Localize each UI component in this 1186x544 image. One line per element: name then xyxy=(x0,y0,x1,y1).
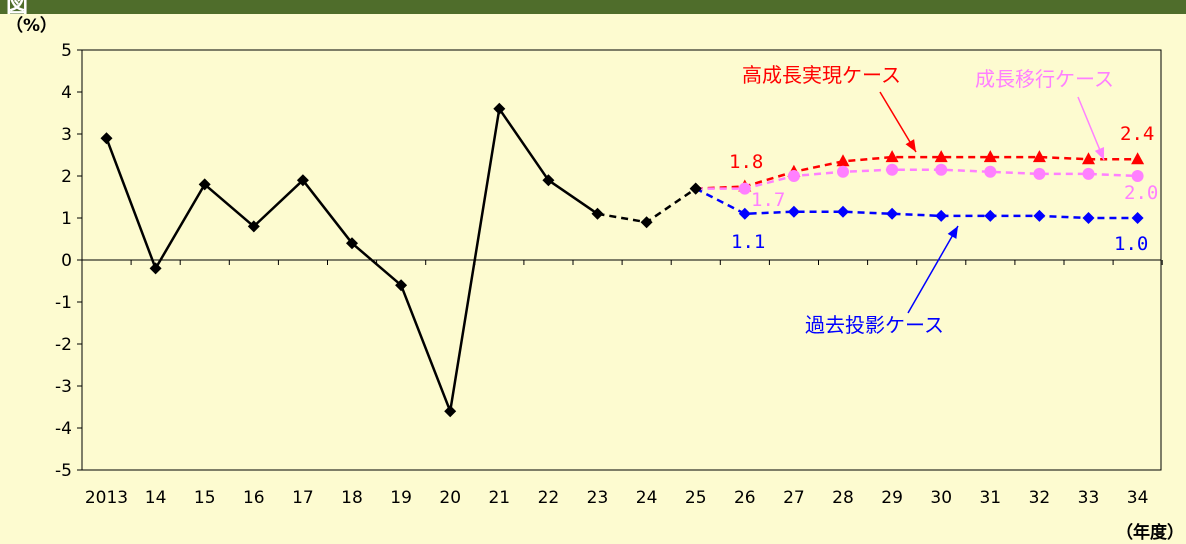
x-tick-label: 24 xyxy=(636,488,658,508)
y-unit-label: （%） xyxy=(6,15,57,36)
x-tick-label: 2013 xyxy=(85,488,128,508)
y-tick-label: 3 xyxy=(61,125,72,145)
diamond-marker xyxy=(591,207,604,220)
diamond-marker xyxy=(886,207,899,220)
x-tick-label: 33 xyxy=(1078,488,1100,508)
x-axis-label: （年度） xyxy=(1116,522,1184,543)
data-label: 1.7 xyxy=(751,189,785,211)
x-tick-label: 14 xyxy=(145,488,167,508)
annotation-label: 高成長実現ケース xyxy=(742,63,901,87)
triangle-marker xyxy=(1131,152,1145,165)
title-text: 図 xyxy=(6,0,29,14)
series-layer xyxy=(100,102,1145,418)
x-tick-label: 22 xyxy=(538,488,560,508)
x-tick-label: 16 xyxy=(243,488,265,508)
triangle-marker xyxy=(1032,150,1046,163)
y-tick-label: 1 xyxy=(61,209,72,229)
data-label: 1.0 xyxy=(1114,233,1148,255)
arrow-head xyxy=(1094,147,1105,160)
x-tick-label: 20 xyxy=(439,488,461,508)
triangle-marker xyxy=(836,154,850,167)
circle-marker xyxy=(935,163,948,176)
series-line xyxy=(695,187,1138,220)
y-tick-label: -3 xyxy=(55,377,72,397)
x-tick-label: 29 xyxy=(881,488,903,508)
y-tick-label: 4 xyxy=(61,83,72,103)
x-tick-label: 27 xyxy=(783,488,805,508)
diamond-marker xyxy=(247,220,260,233)
x-tick-label: 32 xyxy=(1029,488,1051,508)
circle-marker xyxy=(886,163,899,176)
y-tick-label: 0 xyxy=(61,251,72,271)
x-tick-label: 34 xyxy=(1127,488,1149,508)
diamond-marker xyxy=(296,174,309,187)
triangle-marker xyxy=(983,150,997,163)
diamond-marker xyxy=(1131,212,1144,224)
diamond-marker xyxy=(935,209,948,222)
x-tick-label: 26 xyxy=(734,488,756,508)
circle-marker xyxy=(787,170,800,182)
circle-marker xyxy=(1033,167,1046,180)
circle-marker xyxy=(984,165,997,178)
circle-marker xyxy=(1082,167,1095,180)
x-tick-label: 19 xyxy=(390,488,412,508)
diamond-marker xyxy=(149,262,162,275)
data-label: 2.4 xyxy=(1120,123,1154,145)
triangle-marker xyxy=(934,150,948,163)
x-tick-label: 23 xyxy=(587,488,609,508)
circle-marker xyxy=(1131,170,1144,182)
title-bar: 図 xyxy=(0,0,1186,14)
data-label: 2.0 xyxy=(1124,182,1158,204)
series-line xyxy=(695,155,1138,190)
arrow-head xyxy=(905,139,916,152)
series-line xyxy=(695,168,1138,190)
x-tick-label: 21 xyxy=(488,488,510,508)
circle-marker xyxy=(837,165,849,178)
x-tick-label: 30 xyxy=(930,488,952,508)
diamond-marker xyxy=(493,102,506,115)
annotation-label: 過去投影ケース xyxy=(805,313,944,337)
triangle-marker xyxy=(885,150,899,163)
circle-marker xyxy=(738,182,751,195)
diamond-marker xyxy=(542,174,555,187)
diamond-marker xyxy=(198,178,211,191)
x-tick-label: 31 xyxy=(979,488,1001,508)
diamond-marker xyxy=(1082,212,1095,224)
arrow-head xyxy=(947,226,958,239)
diamond-marker xyxy=(100,132,113,145)
diamond-marker xyxy=(444,405,457,418)
triangle-marker xyxy=(1082,152,1095,165)
diamond-marker xyxy=(689,182,702,195)
y-tick-label: -5 xyxy=(55,461,72,481)
diamond-marker xyxy=(984,209,997,222)
diamond-marker xyxy=(738,207,751,220)
x-tick-label: 17 xyxy=(292,488,314,508)
data-label: 1.1 xyxy=(731,231,765,253)
diamond-marker xyxy=(1033,209,1046,222)
x-tick-label: 18 xyxy=(341,488,363,508)
annotation-arrow xyxy=(907,225,959,314)
y-tick-label: -4 xyxy=(55,419,72,439)
y-tick-label: 2 xyxy=(61,167,72,187)
diamond-marker xyxy=(837,205,849,218)
diamond-marker xyxy=(395,279,408,292)
x-tick-label: 15 xyxy=(194,488,216,508)
diamond-marker xyxy=(346,237,358,250)
diamond-marker xyxy=(640,216,653,229)
y-tick-label: -1 xyxy=(55,293,72,313)
data-label: 1.8 xyxy=(729,151,763,173)
y-tick-label: -2 xyxy=(55,335,72,355)
diamond-marker xyxy=(787,205,800,218)
x-tick-label: 25 xyxy=(685,488,707,508)
x-tick-label: 28 xyxy=(832,488,854,508)
annotation-label: 成長移行ケース xyxy=(975,67,1114,91)
y-tick-label: 5 xyxy=(61,41,72,61)
